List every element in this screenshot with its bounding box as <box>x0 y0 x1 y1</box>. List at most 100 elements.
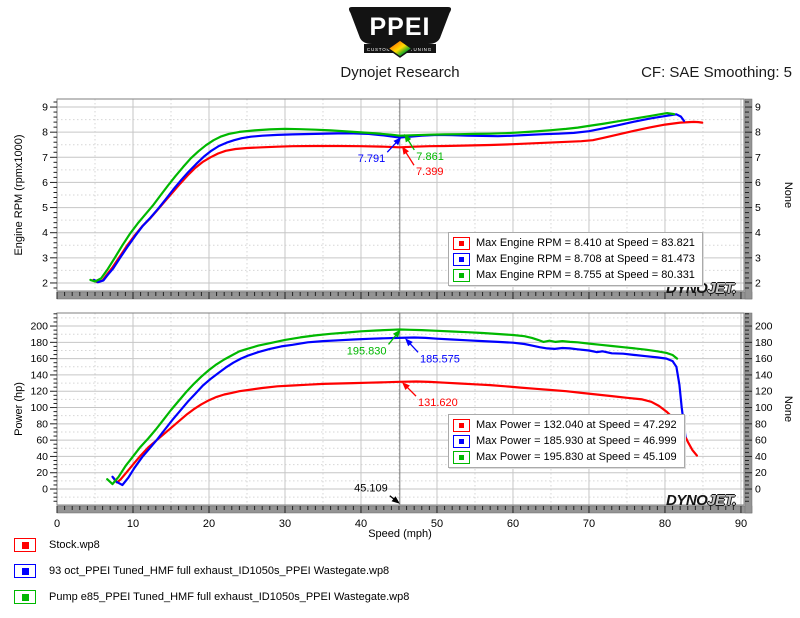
svg-text:3: 3 <box>755 252 761 264</box>
legend-row: Max Engine RPM = 8.410 at Speed = 83.821 <box>453 235 695 251</box>
svg-text:8: 8 <box>755 127 761 139</box>
ppei-tuning-label: TUNING <box>410 47 432 52</box>
svg-text:4: 4 <box>755 227 761 239</box>
legend-label: Max Engine RPM = 8.755 at Speed = 80.331 <box>476 269 695 281</box>
max-power-legend: Max Power = 132.040 at Speed = 47.292 Max… <box>448 414 685 468</box>
legend-label: Max Power = 195.830 at Speed = 45.109 <box>476 451 677 463</box>
svg-text:90: 90 <box>735 518 747 530</box>
svg-text:45.109: 45.109 <box>354 483 388 495</box>
svg-text:70: 70 <box>583 518 595 530</box>
run-file-legend: Stock.wp8 93 oct_PPEI Tuned_HMF full exh… <box>14 537 409 615</box>
svg-text:3: 3 <box>42 252 48 264</box>
svg-text:160: 160 <box>755 353 773 365</box>
svg-text:8: 8 <box>42 127 48 139</box>
blue-swatch-icon <box>14 564 36 578</box>
svg-text:100: 100 <box>30 402 48 414</box>
svg-text:9: 9 <box>755 102 761 114</box>
svg-text:131.620: 131.620 <box>418 397 458 409</box>
svg-text:195.830: 195.830 <box>347 345 387 357</box>
svg-text:7: 7 <box>42 152 48 164</box>
green-swatch-icon <box>14 590 36 604</box>
series-swatch-icon <box>453 434 470 448</box>
svg-text:160: 160 <box>30 353 48 365</box>
run-file-label: Stock.wp8 <box>49 539 100 551</box>
svg-text:9: 9 <box>42 102 48 114</box>
svg-text:80: 80 <box>36 418 48 430</box>
run-file-label: 93 oct_PPEI Tuned_HMF full exhaust_ID105… <box>49 565 390 577</box>
max-rpm-legend: Max Engine RPM = 8.410 at Speed = 83.821… <box>448 232 703 286</box>
svg-text:200: 200 <box>755 321 773 333</box>
svg-text:7.791: 7.791 <box>358 153 386 165</box>
svg-text:7: 7 <box>755 152 761 164</box>
legend-row: Pump e85_PPEI Tuned_HMF full exhaust_ID1… <box>14 589 409 605</box>
svg-text:5: 5 <box>42 202 48 214</box>
legend-row: Max Power = 185.930 at Speed = 46.999 <box>453 433 677 449</box>
ppei-diamond-icon <box>386 39 414 58</box>
series-swatch-icon <box>453 252 470 266</box>
power-y-axis-label: Power (hp) <box>13 382 25 436</box>
svg-text:0: 0 <box>755 484 761 496</box>
svg-text:80: 80 <box>755 418 767 430</box>
engine-rpm-chart: 2 2 3 3 4 4 5 5 6 6 7 7 8 8 9 9 7.791 7.861 7.399 <box>42 98 761 300</box>
ppei-logo: PPEI CUSTOM TUNING <box>348 7 452 58</box>
series-swatch-icon <box>453 450 470 464</box>
svg-text:120: 120 <box>30 386 48 398</box>
legend-label: Max Power = 132.040 at Speed = 47.292 <box>476 419 677 431</box>
rpm-right-axis-label: None <box>782 181 794 209</box>
svg-text:180: 180 <box>755 337 773 349</box>
svg-text:40: 40 <box>755 451 767 463</box>
svg-text:2: 2 <box>42 277 48 289</box>
legend-label: Max Power = 185.930 at Speed = 46.999 <box>476 435 677 447</box>
svg-text:60: 60 <box>507 518 519 530</box>
svg-text:80: 80 <box>659 518 671 530</box>
svg-text:40: 40 <box>355 518 367 530</box>
svg-text:30: 30 <box>279 518 291 530</box>
legend-row: Max Power = 132.040 at Speed = 47.292 <box>453 417 677 433</box>
svg-text:185.575: 185.575 <box>420 353 460 365</box>
svg-text:140: 140 <box>755 369 773 381</box>
svg-text:4: 4 <box>42 227 48 239</box>
svg-text:140: 140 <box>30 369 48 381</box>
power-right-axis-label: None <box>782 395 794 423</box>
svg-text:60: 60 <box>755 435 767 447</box>
dynojet-research-title: Dynojet Research <box>340 64 460 81</box>
red-swatch-icon <box>14 538 36 552</box>
legend-row: Stock.wp8 <box>14 537 409 553</box>
svg-text:100: 100 <box>755 402 773 414</box>
svg-text:50: 50 <box>431 518 443 530</box>
svg-text:20: 20 <box>755 467 767 479</box>
rpm-y-axis-label: Engine RPM (rpmx1000) <box>13 134 25 256</box>
ppei-custom-label: CUSTOM <box>367 47 391 52</box>
dynojet-watermark: DYNOJET. <box>666 492 736 509</box>
legend-row: Max Power = 195.830 at Speed = 45.109 <box>453 449 677 465</box>
svg-text:0: 0 <box>42 484 48 496</box>
svg-text:6: 6 <box>755 177 761 189</box>
speed-x-axis-label: Speed (mph) <box>368 528 432 540</box>
svg-text:5: 5 <box>755 202 761 214</box>
series-swatch-icon <box>453 268 470 282</box>
svg-text:6: 6 <box>42 177 48 189</box>
svg-text:0: 0 <box>54 518 60 530</box>
run-file-label: Pump e85_PPEI Tuned_HMF full exhaust_ID1… <box>49 591 410 603</box>
legend-row: Max Engine RPM = 8.708 at Speed = 81.473 <box>453 251 695 267</box>
series-swatch-icon <box>453 418 470 432</box>
svg-text:180: 180 <box>30 337 48 349</box>
sae-smoothing-label: CF: SAE Smoothing: 5 <box>641 64 792 81</box>
legend-row: 93 oct_PPEI Tuned_HMF full exhaust_ID105… <box>14 563 409 579</box>
svg-text:40: 40 <box>36 451 48 463</box>
svg-text:60: 60 <box>36 435 48 447</box>
svg-text:7.399: 7.399 <box>416 166 444 178</box>
svg-text:7.861: 7.861 <box>416 151 444 163</box>
svg-text:120: 120 <box>755 386 773 398</box>
legend-label: Max Engine RPM = 8.410 at Speed = 83.821 <box>476 237 695 249</box>
svg-text:20: 20 <box>203 518 215 530</box>
legend-row: Max Engine RPM = 8.755 at Speed = 80.331 <box>453 267 695 283</box>
svg-text:2: 2 <box>755 277 761 289</box>
legend-label: Max Engine RPM = 8.708 at Speed = 81.473 <box>476 253 695 265</box>
series-swatch-icon <box>453 236 470 250</box>
svg-text:10: 10 <box>127 518 139 530</box>
svg-text:200: 200 <box>30 321 48 333</box>
svg-text:20: 20 <box>36 467 48 479</box>
